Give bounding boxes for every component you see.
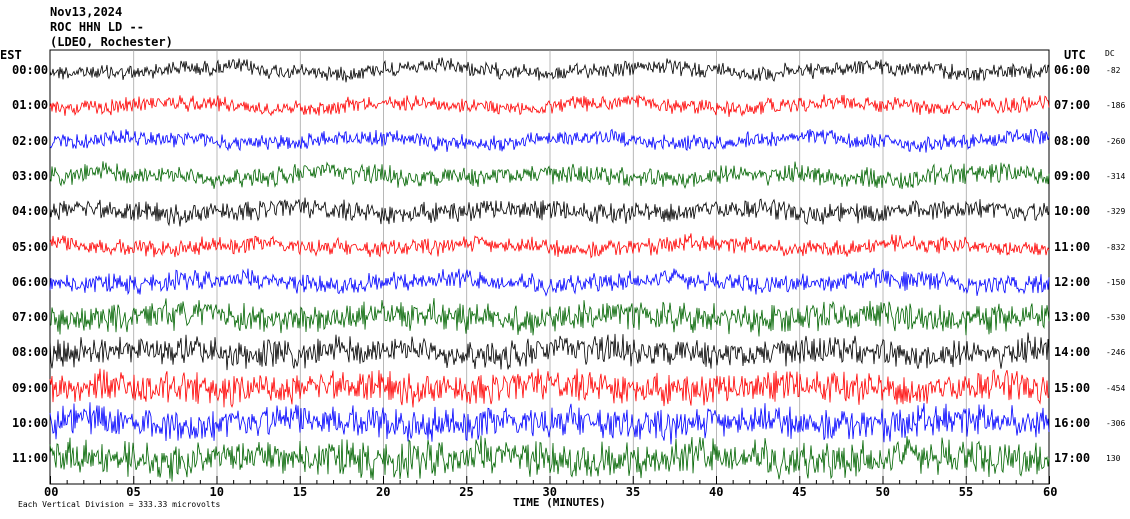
trace-0600 (49, 267, 1050, 297)
right-time-label: 15:00 (1054, 380, 1091, 395)
trace-0000 (49, 57, 1050, 83)
dc-offset-label: -454 (1106, 383, 1126, 393)
dc-offset-label: -832 (1106, 242, 1126, 252)
left-time-label: 07:00 (12, 310, 49, 325)
dc-offset-label: -186 (1106, 101, 1126, 111)
right-time-label: 16:00 (1054, 416, 1091, 430)
left-time-label: 04:00 (12, 204, 49, 219)
x-tick-label: 00 (44, 485, 59, 499)
dc-header-label: DC (1105, 49, 1115, 58)
left-time-label: 09:00 (12, 380, 49, 395)
right-time-label: 06:00 (1054, 63, 1091, 77)
x-tick-label: 05 (126, 485, 141, 499)
trace-0900 (49, 368, 1050, 408)
dc-offset-label: -530 (1106, 313, 1126, 323)
left-time-label: 00:00 (12, 63, 49, 77)
left-time-label: 02:00 (12, 133, 49, 148)
left-time-label: 05:00 (12, 239, 49, 254)
right-timezone-label: UTC (1064, 48, 1086, 62)
x-tick-label: 60 (1043, 485, 1058, 499)
x-tick-label: 20 (376, 485, 391, 499)
right-time-label: 17:00 (1054, 451, 1091, 466)
vertical-scale-note: Each Vertical Division = 333.33 microvol… (18, 500, 221, 509)
trace-0300 (49, 161, 1050, 190)
right-time-label: 08:00 (1054, 133, 1091, 148)
x-tick-label: 40 (709, 485, 724, 499)
dc-offset-label: 130 (1106, 454, 1121, 464)
dc-offset-label: -260 (1106, 136, 1126, 146)
left-time-label: 06:00 (12, 274, 49, 289)
plot-date: Nov13,2024 (50, 5, 123, 19)
left-timezone-label: EST (0, 48, 22, 62)
dc-offset-label: -306 (1106, 419, 1126, 428)
x-tick-label: 35 (625, 485, 641, 499)
x-tick-label: 55 (958, 485, 974, 499)
right-time-label: 10:00 (1054, 204, 1091, 219)
x-tick-label: 45 (792, 485, 807, 499)
dc-offset-label: -329 (1106, 207, 1126, 217)
x-tick-label: 30 (542, 485, 557, 499)
trace-0500 (49, 233, 1050, 259)
right-time-label: 14:00 (1054, 345, 1091, 360)
dc-offset-label: -150 (1106, 277, 1126, 287)
x-tick-label: 10 (209, 485, 224, 499)
trace-0100 (49, 94, 1050, 117)
left-time-label: 10:00 (12, 416, 49, 430)
trace-1100 (49, 435, 1050, 482)
right-time-label: 12:00 (1054, 274, 1091, 289)
left-time-label: 03:00 (12, 168, 49, 183)
x-tick-label: 25 (459, 485, 474, 499)
dc-offset-label: -314 (1106, 171, 1126, 181)
trace-0200 (49, 128, 1050, 153)
dc-offset-label: -82 (1106, 66, 1121, 75)
trace-1000 (49, 402, 1050, 445)
trace-0800 (49, 332, 1050, 371)
right-time-label: 07:00 (1054, 98, 1091, 113)
network-name: (LDEO, Rochester) (50, 35, 173, 49)
right-time-label: 13:00 (1054, 310, 1091, 325)
right-time-label: 11:00 (1054, 239, 1091, 254)
left-time-label: 08:00 (12, 345, 49, 360)
x-tick-label: 50 (875, 485, 890, 499)
x-axis-title: TIME (MINUTES) (513, 496, 606, 509)
dc-offset-label: -246 (1106, 348, 1126, 358)
trace-0400 (49, 197, 1050, 227)
station-code: ROC HHN LD -- (50, 20, 144, 34)
x-tick-label: 15 (292, 485, 308, 499)
right-time-label: 09:00 (1054, 168, 1091, 183)
left-time-label: 01:00 (12, 98, 49, 113)
trace-0700 (49, 298, 1050, 337)
left-time-label: 11:00 (12, 451, 49, 466)
